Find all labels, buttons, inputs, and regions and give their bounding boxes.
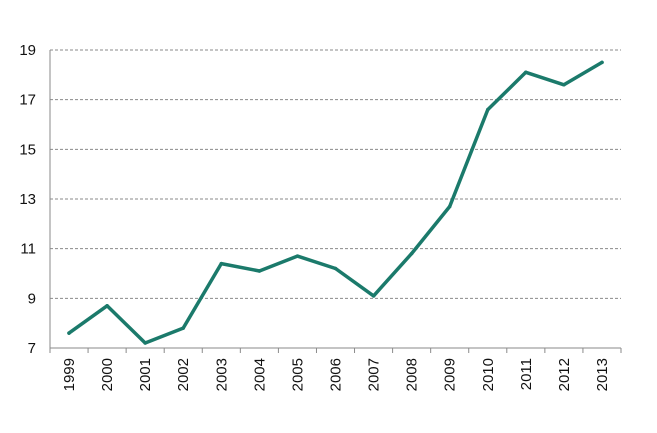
x-axis-tick-labels: 1999 2000 2001 2002 2003 2004 2005 2006 2007 2008…: [61, 358, 611, 391]
y-tick-label-11: 11: [20, 241, 36, 258]
x-tick-label-2007: 2007: [366, 358, 383, 391]
data-point-2007: [371, 294, 376, 298]
x-tick-label-2008: 2008: [404, 358, 421, 391]
x-tick-label-2009: 2009: [442, 358, 459, 391]
data-point-2005: [295, 254, 300, 258]
x-tick-label-1999: 1999: [61, 358, 78, 391]
x-tick-label-2006: 2006: [328, 358, 345, 391]
x-tick-label-2003: 2003: [213, 358, 230, 391]
data-point-2010: [486, 107, 490, 112]
x-tick-label-2002: 2002: [175, 358, 192, 391]
grid-lines: [50, 49, 621, 299]
data-point-2000: [105, 304, 109, 308]
y-tick-label-13: 13: [19, 191, 36, 208]
data-point-2009: [447, 204, 452, 209]
data-point-2004: [257, 269, 262, 273]
data-point-2012: [562, 83, 566, 87]
y-tick-label-17: 17: [19, 92, 36, 109]
data-point-2008: [409, 251, 414, 256]
y-tick-label-9: 9: [28, 290, 36, 307]
axes: [49, 50, 622, 353]
x-tick-label-2011: 2011: [518, 358, 535, 390]
y-axis-tick-labels: 7 9 11 13 15 17 19: [19, 42, 36, 357]
x-tick-label-2000: 2000: [99, 358, 116, 391]
series-line-0: [67, 60, 604, 345]
x-tick-label-2010: 2010: [480, 358, 497, 391]
data-point-2003: [219, 261, 224, 266]
data-point-2011: [524, 70, 528, 75]
data-point-2002: [181, 326, 185, 330]
data-point-2001: [143, 341, 147, 345]
series-layer: [67, 60, 604, 345]
y-tick-label-7: 7: [28, 340, 36, 357]
x-tick-label-2001: 2001: [137, 358, 154, 391]
x-tick-label-2012: 2012: [556, 358, 573, 391]
y-tick-label-19: 19: [19, 42, 36, 59]
data-point-2006: [333, 266, 338, 271]
x-tick-label-2005: 2005: [289, 358, 306, 391]
x-tick-label-2013: 2013: [594, 358, 611, 391]
data-point-1999: [67, 331, 71, 335]
x-tick-label-2004: 2004: [251, 358, 268, 391]
data-point-2013: [600, 60, 604, 65]
y-tick-label-15: 15: [19, 141, 36, 158]
